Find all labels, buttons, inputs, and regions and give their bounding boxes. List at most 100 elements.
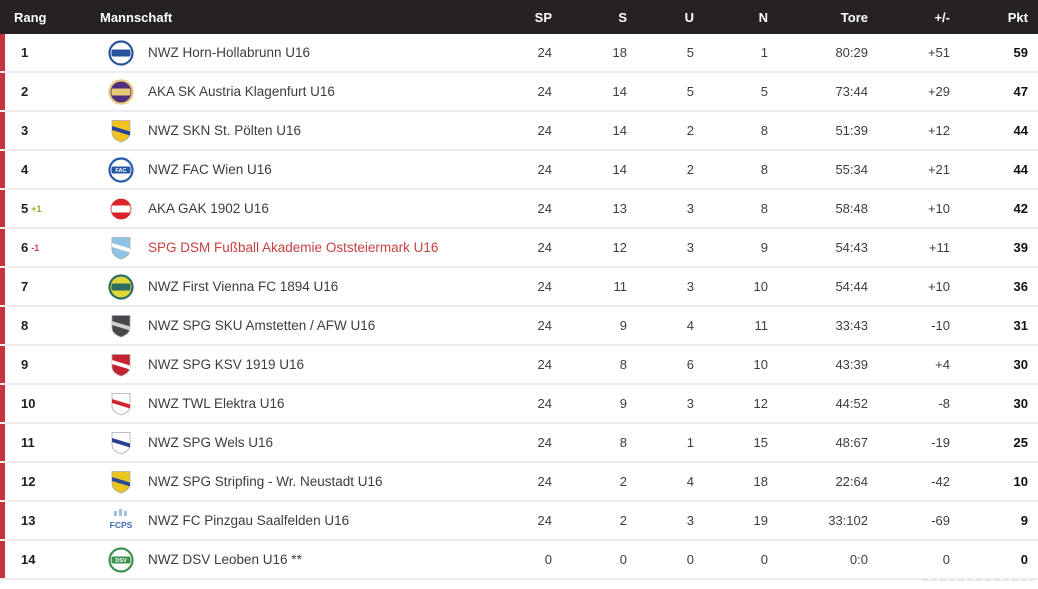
pkt-cell: 31 [1013,318,1028,333]
rank-cell: 5 +1 [21,201,42,216]
team-name-link[interactable]: NWZ TWL Elektra U16 [148,396,285,411]
diff-cell: -42 [931,474,950,489]
tore-cell: 48:67 [835,435,868,450]
table-row[interactable]: 9 NWZ SPG KSV 1919 U16 24 8 6 10 43:39 +… [0,346,1038,385]
u-cell: 3 [686,513,694,528]
diff-cell: +21 [927,162,950,177]
pkt-cell: 30 [1013,396,1028,411]
club-crest-icon: FAC [100,156,142,183]
tore-cell: 22:64 [835,474,868,489]
u-cell: 2 [686,162,694,177]
pkt-cell: 39 [1013,240,1028,255]
table-row[interactable]: 3 NWZ SKN St. Pölten U16 24 14 2 8 51:39… [0,112,1038,151]
pkt-cell: 0 [1020,552,1028,567]
accent-bar [0,190,5,227]
rank-cell: 13 [21,513,36,528]
n-cell: 9 [760,240,768,255]
svg-text:FAC: FAC [115,167,126,173]
accent-bar [0,151,5,188]
team-name-link[interactable]: NWZ SKN St. Pölten U16 [148,123,302,138]
table-row[interactable]: 13 FCPS NWZ FC Pinzgau Saalfelden U16 24… [0,502,1038,541]
n-cell: 11 [754,318,769,333]
u-cell: 4 [686,318,694,333]
pkt-cell: 25 [1013,435,1028,450]
pkt-cell: 44 [1013,162,1028,177]
club-crest-icon [100,235,142,261]
sp-cell: 24 [537,357,552,372]
rank-cell: 6 -1 [21,240,40,255]
tore-cell: 33:43 [835,318,868,333]
diff-cell: +10 [927,279,950,294]
rank-movement-badge: -1 [31,243,40,253]
s-cell: 13 [612,201,627,216]
s-cell: 11 [613,279,628,294]
accent-bar [0,112,5,149]
diff-cell: +12 [927,123,950,138]
team-name-link[interactable]: NWZ FC Pinzgau Saalfelden U16 [148,513,350,528]
n-cell: 8 [760,201,768,216]
accent-bar [0,229,5,266]
sp-cell: 24 [537,396,552,411]
watermark [922,578,1034,581]
accent-bar [0,385,5,422]
club-crest-icon [100,195,142,222]
s-cell: 9 [619,318,627,333]
table-row[interactable]: 4 FAC NWZ FAC Wien U16 24 14 2 8 55:34 +… [0,151,1038,190]
team-name-link[interactable]: NWZ SPG Stripfing - Wr. Neustadt U16 [148,474,383,489]
n-cell: 8 [760,123,768,138]
s-cell: 12 [612,240,627,255]
team-name-link[interactable]: NWZ SPG KSV 1919 U16 [148,357,305,372]
n-cell: 10 [753,279,768,294]
team-name-link[interactable]: NWZ First Vienna FC 1894 U16 [148,279,339,294]
table-row[interactable]: 12 NWZ SPG Stripfing - Wr. Neustadt U16 … [0,463,1038,502]
tore-cell: 80:29 [835,45,868,60]
diff-cell: +10 [927,201,950,216]
sp-cell: 24 [537,435,552,450]
team-name-link[interactable]: NWZ FAC Wien U16 [148,162,272,177]
table-row[interactable]: 8 NWZ SPG SKU Amstetten / AFW U16 24 9 4… [0,307,1038,346]
col-header-pkt: Pkt [1007,9,1028,25]
u-cell: 3 [686,240,694,255]
table-row[interactable]: 14 DSV NWZ DSV Leoben U16 ** 0 0 0 0 0:0… [0,541,1038,580]
sp-cell: 24 [537,318,552,333]
col-header-rang: Rang [14,9,47,25]
col-header-n: N [758,9,768,25]
diff-cell: -10 [931,318,950,333]
team-name-link[interactable]: NWZ SPG Wels U16 [148,435,274,450]
table-row[interactable]: 6 -1 SPG DSM Fußball Akademie Oststeierma… [0,229,1038,268]
team-name-link[interactable]: AKA SK Austria Klagenfurt U16 [148,84,335,99]
table-row[interactable]: 1 NWZ Horn-Hollabrunn U16 24 18 5 1 80:2… [0,34,1038,73]
accent-bar [0,463,5,500]
rank-cell: 11 [21,435,35,450]
team-name-link[interactable]: NWZ Horn-Hollabrunn U16 [148,45,311,60]
n-cell: 10 [753,357,768,372]
table-row[interactable]: 10 NWZ TWL Elektra U16 24 9 3 12 44:52 -… [0,385,1038,424]
sp-cell: 24 [537,201,552,216]
u-cell: 3 [686,396,694,411]
team-name-link[interactable]: AKA GAK 1902 U16 [148,201,269,216]
diff-cell: +29 [927,84,950,99]
svg-text:FCPS: FCPS [110,520,133,530]
team-name-link[interactable]: NWZ DSV Leoben U16 ** [148,552,302,567]
club-crest-icon [100,391,142,417]
rank-cell: 2 [21,84,29,99]
club-crest-icon [100,39,142,66]
s-cell: 8 [619,435,627,450]
tore-cell: 58:48 [835,201,868,216]
rank-cell: 7 [21,279,29,294]
u-cell: 0 [686,552,694,567]
club-crest-icon [100,352,142,378]
club-crest-icon [100,118,142,144]
team-name-link[interactable]: SPG DSM Fußball Akademie Oststeiermark U… [148,240,439,255]
table-row[interactable]: 11 NWZ SPG Wels U16 24 8 1 15 48:67 -19 … [0,424,1038,463]
col-header-sp: SP [534,9,552,25]
team-name-link[interactable]: NWZ SPG SKU Amstetten / AFW U16 [148,318,376,333]
table-row[interactable]: 5 +1 AKA GAK 1902 U16 24 13 3 8 58:48 +10… [0,190,1038,229]
tore-cell: 54:44 [835,279,868,294]
sp-cell: 24 [537,162,552,177]
club-crest-icon [100,313,142,339]
table-row[interactable]: 2 AKA SK Austria Klagenfurt U16 24 14 5 … [0,73,1038,112]
table-row[interactable]: 7 NWZ First Vienna FC 1894 U16 24 11 3 1… [0,268,1038,307]
pkt-cell: 30 [1013,357,1028,372]
tore-cell: 51:39 [835,123,868,138]
